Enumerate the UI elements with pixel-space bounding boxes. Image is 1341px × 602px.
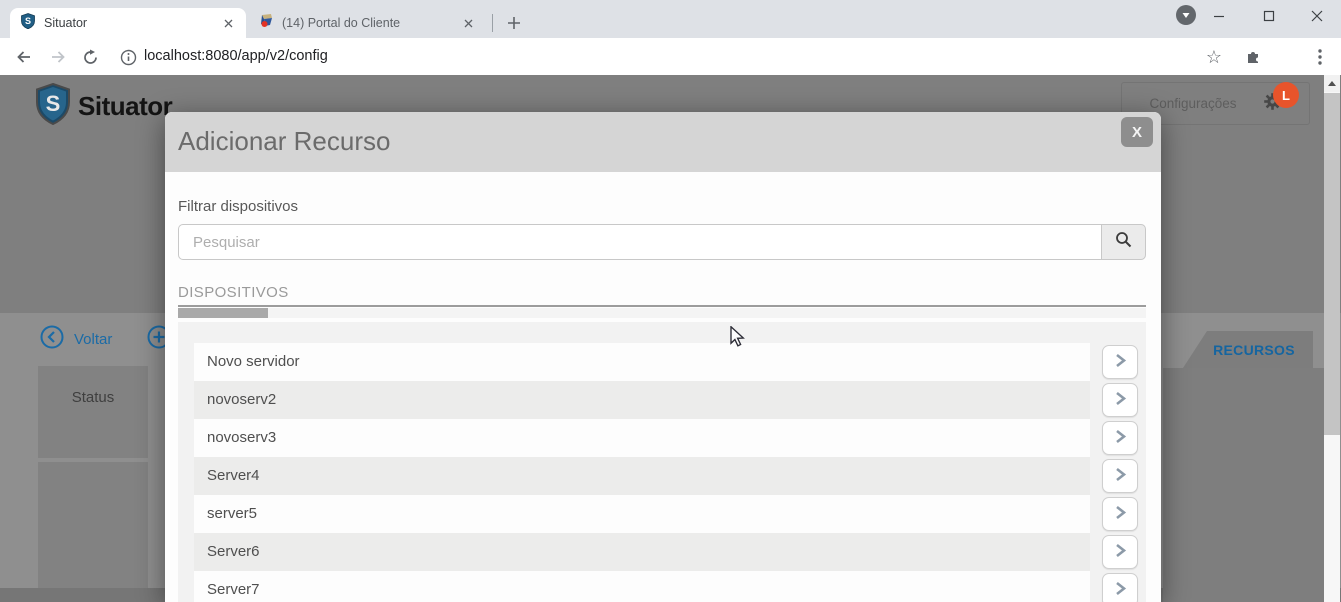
add-resource-modal: Adicionar Recurso X Filtrar dispositivos… [165,112,1161,602]
device-name[interactable]: Server7 [194,571,1090,602]
scrollbar-up-icon[interactable] [1324,75,1340,92]
device-row: novoserv3 [194,419,1138,457]
list-divider [178,305,1146,307]
chevron-right-icon [1114,467,1127,485]
add-device-button[interactable] [1102,573,1138,602]
chevron-right-icon [1114,543,1127,561]
page-scrollbar[interactable] [1324,75,1340,602]
tab-divider [492,14,493,32]
circle-back-icon [40,325,64,354]
h-scrollbar-thumb[interactable] [178,308,268,318]
mouse-cursor [729,325,748,352]
page-info-icon[interactable] [116,45,140,69]
add-device-button[interactable] [1102,383,1138,417]
search-icon [1115,231,1132,253]
status-label: Status [71,389,115,406]
app-logo: S Situator [34,82,173,130]
window-maximize-button[interactable] [1254,3,1284,28]
forward-icon [46,45,70,69]
back-button[interactable]: Voltar [40,325,112,354]
chevron-right-icon [1114,429,1127,447]
portal-favicon-icon [258,13,274,34]
modal-close-button[interactable]: X [1121,117,1153,147]
add-device-button[interactable] [1102,459,1138,493]
new-tab-button[interactable] [501,10,527,36]
device-name[interactable]: Novo servidor [194,343,1090,381]
chevron-right-icon [1114,505,1127,523]
device-name[interactable]: novoserv2 [194,381,1090,419]
bookmark-star-icon[interactable]: ☆ [1205,46,1223,67]
add-device-button[interactable] [1102,497,1138,531]
search-group [178,224,1146,260]
chevron-right-icon [1114,391,1127,409]
resources-content-panel [1163,368,1324,602]
profile-avatar[interactable]: L [1273,82,1299,108]
svg-text:S: S [25,16,31,26]
device-name[interactable]: Server6 [194,533,1090,571]
device-row: Server7 [194,571,1138,602]
brand-name: Situator [78,91,173,121]
devices-list-header: DISPOSITIVOS [178,284,289,301]
tab-close-icon[interactable] [460,15,476,31]
tab-situator[interactable]: S Situator [10,8,246,38]
window-minimize-button[interactable] [1204,3,1234,28]
back-label: Voltar [74,331,113,348]
device-name[interactable]: Server4 [194,457,1090,495]
tab-title: Situator [44,16,88,30]
filter-devices-label: Filtrar dispositivos [178,198,299,215]
reload-icon[interactable] [78,45,102,69]
tab-title: (14) Portal do Cliente [282,16,401,30]
device-name[interactable]: server5 [194,495,1090,533]
back-icon[interactable] [12,45,36,69]
browser-tab-bar: S Situator (14) Portal do Cliente [0,0,1341,38]
add-device-button[interactable] [1102,535,1138,569]
status-panel: Status [38,366,148,458]
device-row: novoserv2 [194,381,1138,419]
situator-favicon-icon: S [20,12,36,34]
media-controls-icon[interactable] [1176,5,1196,25]
tab-close-icon[interactable] [220,15,236,31]
modal-body: Filtrar dispositivos DISPOSITIVOS Novo s… [165,198,1161,602]
browser-menu-icon[interactable] [1308,45,1332,69]
device-list: Novo servidor novoserv2 novoserv3 Server… [178,322,1146,602]
tab-recursos[interactable]: RECURSOS [1183,331,1313,368]
modal-header: Adicionar Recurso X [165,112,1161,172]
extensions-puzzle-icon[interactable] [1242,45,1266,69]
add-device-button[interactable] [1102,345,1138,379]
device-row: Server4 [194,457,1138,495]
device-row: Server6 [194,533,1138,571]
situator-shield-icon: S [34,82,72,130]
chevron-right-icon [1114,353,1127,371]
device-name[interactable]: novoserv3 [194,419,1090,457]
window-close-button[interactable] [1302,3,1332,28]
search-input[interactable] [178,224,1101,260]
recursos-label: RECURSOS [1213,341,1295,358]
settings-label: Configurações [1149,96,1237,111]
url-text[interactable]: localhost:8080/app/v2/config [144,48,328,64]
svg-text:S: S [46,91,61,116]
search-button[interactable] [1101,224,1146,260]
modal-title: Adicionar Recurso [178,126,391,156]
tab-portal-do-cliente[interactable]: (14) Portal do Cliente [248,8,486,38]
chevron-right-icon [1114,581,1127,599]
device-row: Novo servidor [194,343,1138,381]
scrollbar-thumb[interactable] [1324,93,1340,435]
browser-address-bar: localhost:8080/app/v2/config ☆ L [0,38,1341,108]
device-row: server5 [194,495,1138,533]
add-device-button[interactable] [1102,421,1138,455]
lower-panel [38,462,148,588]
list-horizontal-scrollbar[interactable] [178,308,1146,318]
